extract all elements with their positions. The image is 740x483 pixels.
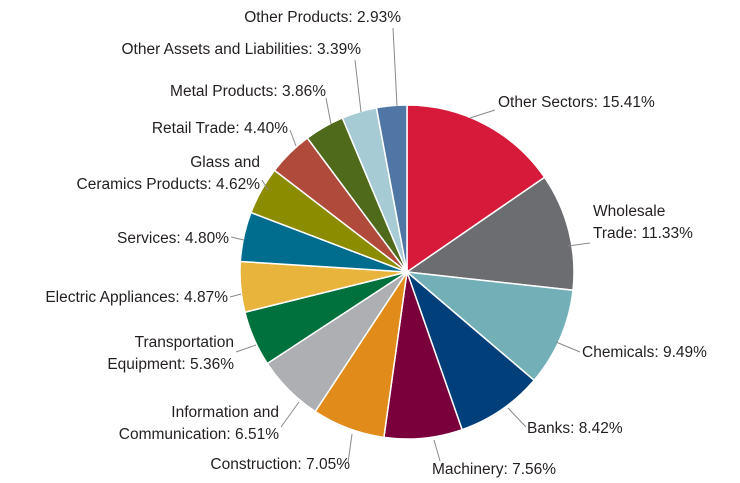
label-electric-appliances: Electric Appliances: 4.87% bbox=[45, 289, 228, 306]
label-chemicals: Chemicals: 9.49% bbox=[582, 344, 707, 361]
label-other-products: Other Products: 2.93% bbox=[244, 9, 401, 26]
label-line: Chemicals: 9.49% bbox=[582, 344, 707, 361]
leader-line-services bbox=[230, 236, 245, 241]
leader-line-electric-appliances bbox=[229, 293, 242, 298]
label-line: Services: 4.80% bbox=[117, 230, 229, 247]
label-line: Banks: 8.42% bbox=[527, 420, 623, 437]
label-retail-trade: Retail Trade: 4.40% bbox=[152, 120, 288, 137]
leader-line-wholesale-trade bbox=[567, 242, 591, 247]
label-metal-products: Metal Products: 3.86% bbox=[170, 83, 326, 100]
label-other-sectors: Other Sectors: 15.41% bbox=[498, 94, 655, 111]
label-line: Electric Appliances: 4.87% bbox=[45, 289, 228, 306]
leader-line-glass-and-ceramics-products bbox=[261, 179, 269, 191]
label-transportation-equipment: Transportation Equipment: 5.36% bbox=[107, 334, 234, 373]
leader-line-banks bbox=[507, 407, 527, 428]
label-line: Machinery: 7.56% bbox=[432, 461, 556, 478]
leader-line-other-products bbox=[392, 27, 398, 107]
label-glass-and-ceramics-products: Glass and Ceramics Products: 4.62% bbox=[77, 154, 261, 193]
slice-wholesale-trade bbox=[404, 176, 575, 292]
leader-line-other-sectors bbox=[469, 109, 496, 119]
label-construction: Construction: 7.05% bbox=[210, 456, 350, 473]
label-information-and-communication: Information and Communication: 6.51% bbox=[119, 404, 279, 443]
label-wholesale-trade: Wholesale Trade: 11.33% bbox=[593, 203, 693, 242]
slice-labels: Other Sectors: 15.41% Wholesale Trade: 11.… bbox=[45, 9, 707, 478]
slice-other-products bbox=[375, 104, 408, 273]
leader-line-machinery bbox=[433, 439, 441, 462]
label-line: Wholesale bbox=[593, 203, 665, 220]
label-line: Other Products: 2.93% bbox=[244, 9, 401, 26]
slice-other-sectors bbox=[406, 104, 546, 274]
label-line: Communication: 6.51% bbox=[119, 426, 279, 443]
pie-slices bbox=[239, 104, 575, 440]
label-line: Equipment: 5.36% bbox=[107, 356, 234, 373]
label-line: Other Assets and Liabilities: 3.39% bbox=[121, 41, 361, 58]
label-banks: Banks: 8.42% bbox=[527, 420, 623, 437]
label-line: Transportation bbox=[135, 334, 234, 351]
label-line: Other Sectors: 15.41% bbox=[498, 94, 655, 111]
leader-line-metal-products bbox=[325, 97, 332, 125]
leader-line-transportation-equipment bbox=[235, 344, 257, 353]
label-line: Retail Trade: 4.40% bbox=[152, 120, 288, 137]
label-line: Construction: 7.05% bbox=[210, 456, 350, 473]
label-services: Services: 4.80% bbox=[117, 230, 229, 247]
leader-line-construction bbox=[347, 433, 353, 464]
label-line: Glass and bbox=[190, 154, 260, 171]
leader-line-other-assets-and-liabilities bbox=[354, 59, 362, 113]
label-other-assets-and-liabilities: Other Assets and Liabilities: 3.39% bbox=[121, 41, 361, 58]
slice-chemicals bbox=[404, 270, 574, 382]
label-line: Metal Products: 3.86% bbox=[170, 83, 326, 100]
leader-line-information-and-communication bbox=[280, 401, 300, 428]
label-line: Ceramics Products: 4.62% bbox=[77, 176, 261, 193]
leader-lines bbox=[229, 27, 591, 464]
slice-banks bbox=[405, 269, 536, 431]
leader-line-chemicals bbox=[555, 341, 581, 353]
label-line: Trade: 11.33% bbox=[593, 225, 693, 242]
label-line: Information and bbox=[171, 404, 279, 421]
leader-line-retail-trade bbox=[289, 129, 297, 147]
label-machinery: Machinery: 7.56% bbox=[432, 461, 556, 478]
